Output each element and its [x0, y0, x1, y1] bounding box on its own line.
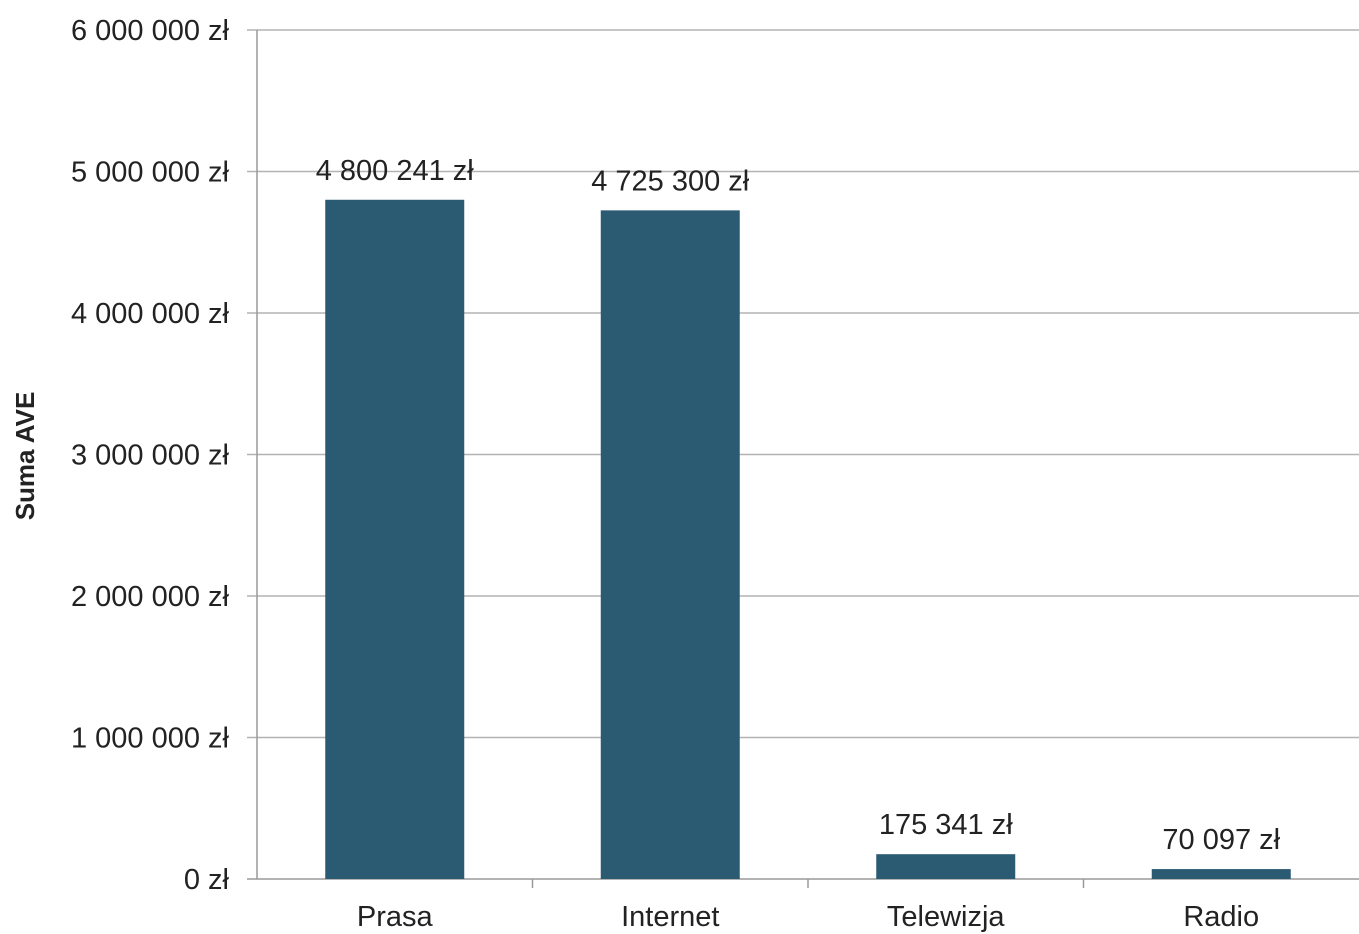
- data-label: 70 097 zł: [1162, 824, 1280, 856]
- x-category-label: Internet: [621, 901, 719, 933]
- bars: [325, 199, 1291, 880]
- y-tick-label: 2 000 000 zł: [71, 581, 230, 613]
- y-tick-label: 5 000 000 zł: [71, 157, 230, 189]
- x-category-label: Radio: [1183, 901, 1259, 933]
- y-tick-label: 6 000 000 zł: [71, 15, 230, 47]
- bar-internet: [600, 210, 740, 879]
- labels: 0 zł 1 000 000 zł 2 000 000 zł 3 000 000 zł…: [71, 15, 1281, 933]
- bar-prasa: [325, 199, 465, 880]
- bar-radio: [1151, 869, 1291, 879]
- data-label: 4 725 300 zł: [591, 165, 750, 197]
- bar-telewizja: [876, 854, 1016, 879]
- y-tick-label: 4 000 000 zł: [71, 298, 230, 330]
- y-tick-label: 0 zł: [184, 864, 230, 896]
- x-category-label: Telewizja: [887, 901, 1006, 933]
- data-label: 175 341 zł: [879, 809, 1013, 841]
- y-tick-label: 3 000 000 zł: [71, 440, 230, 472]
- y-tick-label: 1 000 000 zł: [71, 723, 230, 755]
- y-axis-title: Suma AVE: [10, 392, 40, 521]
- data-label: 4 800 241 zł: [316, 155, 475, 187]
- x-category-label: Prasa: [357, 901, 434, 933]
